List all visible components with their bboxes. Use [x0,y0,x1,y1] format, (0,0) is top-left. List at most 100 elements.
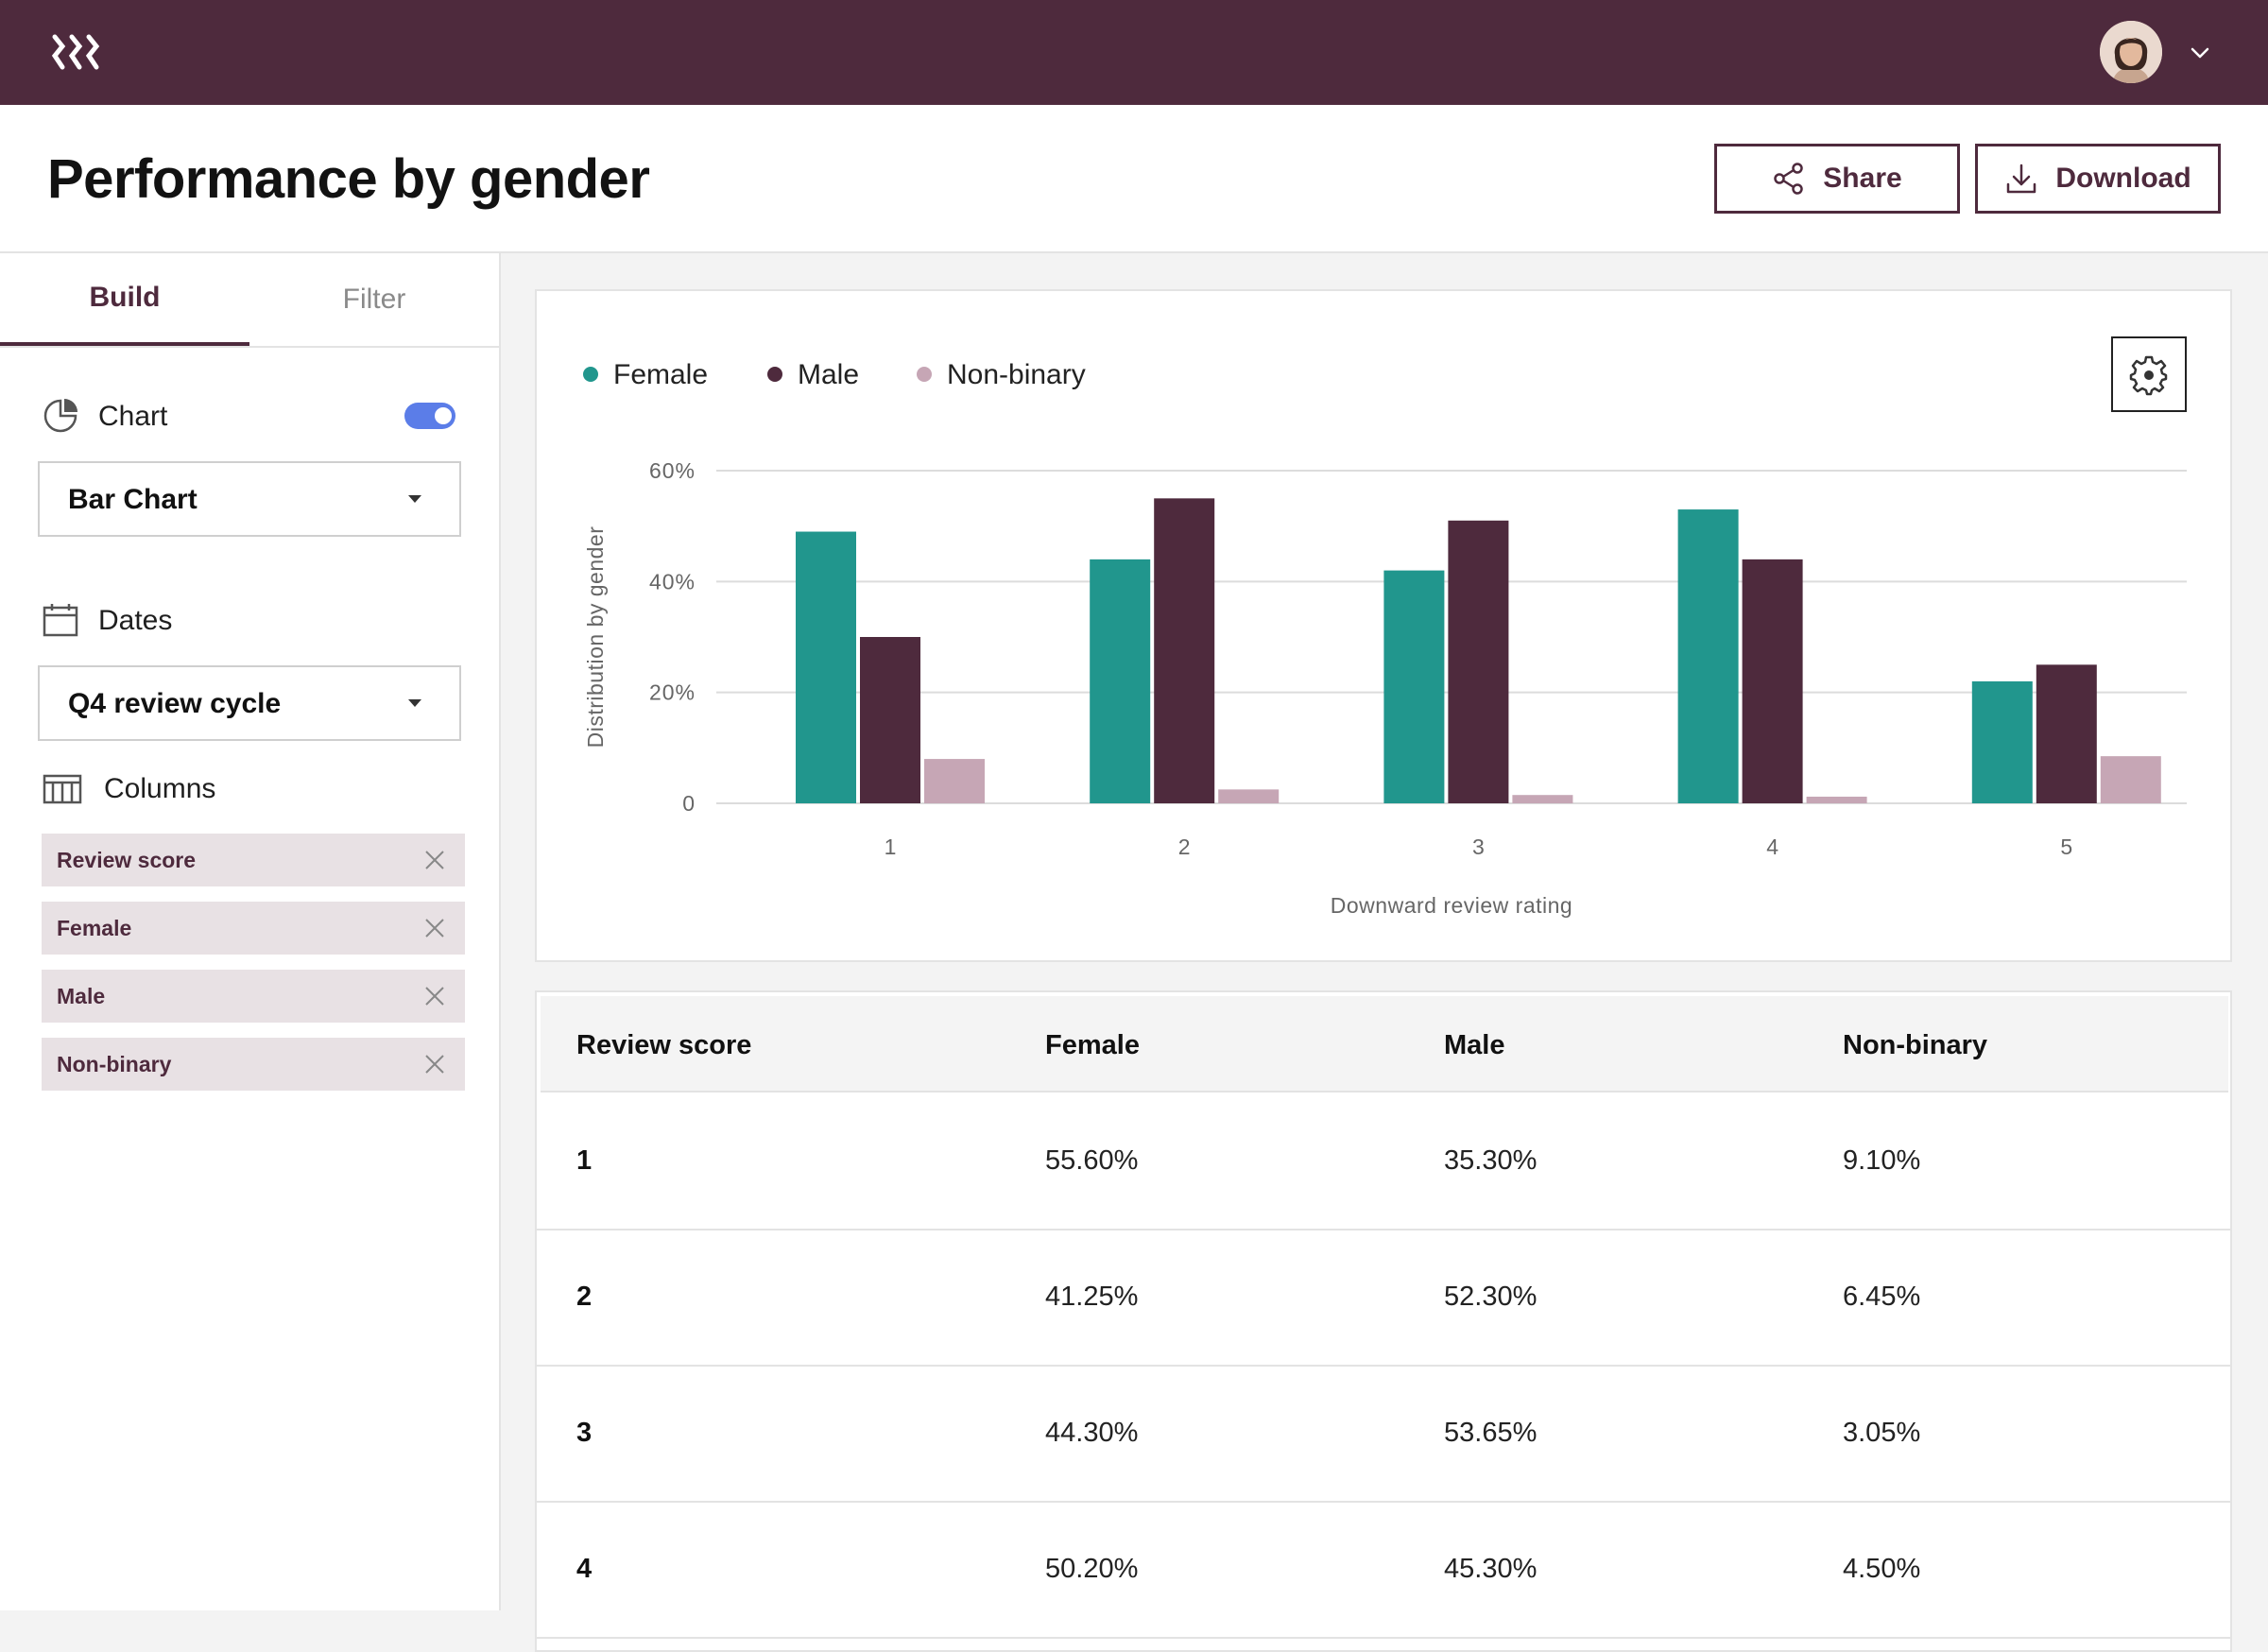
table-cell: 9.10% [1843,1145,1921,1176]
tab-divider [0,346,499,348]
columns-icon [43,774,82,804]
tab-build[interactable]: Build [0,253,249,346]
chip-label: Non-binary [57,1052,172,1076]
dates-value: Q4 review cycle [68,688,282,719]
chip-label: Female [57,916,132,940]
chart-settings-button[interactable] [2111,336,2187,412]
table-cell: 53.65% [1444,1418,1538,1448]
download-icon [2007,163,2036,194]
chip-label: Review score [57,848,197,872]
chart-section-label: Chart [98,401,168,432]
share-button-label: Share [1823,163,1902,194]
bar-male-4[interactable] [1742,559,1803,803]
bar-non-binary-3[interactable] [1512,795,1573,803]
close-icon[interactable] [423,849,446,871]
y-tick-label: 40% [649,569,696,594]
bar-non-binary-4[interactable] [1806,796,1867,803]
column-header-review-score[interactable]: Review score [576,1030,752,1060]
share-button[interactable]: Share [1714,144,1960,214]
table-row: 2 41.25% 52.30% 6.45% [537,1229,2230,1367]
table-cell: 35.30% [1444,1145,1538,1176]
data-table: Review score Female Male Non-binary 1 55… [535,990,2232,1652]
column-header-male[interactable]: Male [1444,1030,1505,1060]
chart-toggle[interactable] [404,403,455,429]
table-cell: 45.30% [1444,1554,1538,1584]
y-tick-label: 60% [649,458,696,483]
gear-icon [2129,355,2168,396]
page-header: Performance by gender Share Download [0,105,2268,253]
page-title: Performance by gender [47,148,650,210]
top-bar [0,0,2268,105]
chevron-down-icon[interactable] [2189,42,2211,64]
share-icon [1774,163,1804,195]
bar-male-2[interactable] [1154,498,1215,803]
legend-label-male[interactable]: Male [798,359,859,390]
chip-label: Male [57,984,106,1008]
pie-chart-icon [43,399,77,433]
table-cell: 2 [576,1282,593,1312]
column-header-non-binary[interactable]: Non-binary [1843,1030,1988,1060]
close-icon[interactable] [423,985,446,1007]
bar-female-5[interactable] [1971,680,2033,803]
chart-card: 0 20% 40% 60% Distribution by gender 1 2 3 4 5 Dow… [535,289,2232,962]
table-cell: 44.30% [1045,1418,1139,1448]
bar-female-2[interactable] [1090,559,1151,803]
table-cell: 52.30% [1444,1282,1538,1312]
bar-female-4[interactable] [1677,509,1739,803]
caret-down-icon [408,699,421,707]
x-axis-label: Downward review rating [1331,893,1572,918]
bar-non-binary-2[interactable] [1218,789,1280,803]
table-cell: 55.60% [1045,1145,1139,1176]
user-avatar[interactable] [2100,21,2162,83]
table-cell: 1 [576,1145,593,1176]
table-row: 1 55.60% 35.30% 9.10% [537,1093,2230,1230]
close-icon[interactable] [423,1053,446,1076]
table-cell: 3 [576,1418,593,1448]
bar-female-1[interactable] [796,531,856,803]
table-cell: 41.25% [1045,1282,1139,1312]
column-chip-non-binary: Non-binary [42,1038,465,1091]
columns-section-label: Columns [104,773,216,804]
table-header-row: Review score Female Male Non-binary [541,996,2228,1093]
bar-female-3[interactable] [1383,570,1445,803]
legend-label-female[interactable]: Female [613,359,708,390]
tab-filter[interactable]: Filter [342,284,406,315]
bar-non-binary-1[interactable] [924,759,985,803]
y-axis-label: Distribution by gender [583,526,608,749]
avatar-portrait-icon [2100,21,2162,83]
table-cell: 50.20% [1045,1554,1139,1584]
table-row: 3 44.30% 53.65% 3.05% [537,1365,2230,1503]
x-tick-label: 5 [2060,835,2072,859]
x-tick-label: 1 [885,835,897,859]
legend-label-non-binary[interactable]: Non-binary [947,359,1086,390]
y-tick-label: 20% [649,680,696,705]
close-icon[interactable] [423,917,446,939]
table-cell: 4.50% [1843,1554,1921,1584]
table-cell: 6.45% [1843,1282,1921,1312]
legend-swatch-non-binary [917,367,932,382]
dates-section-label: Dates [98,605,173,636]
bar-male-1[interactable] [860,637,920,803]
column-header-female[interactable]: Female [1045,1030,1140,1060]
table-cell: 3.05% [1843,1418,1921,1448]
y-tick-label: 0 [682,791,696,816]
bar-male-3[interactable] [1448,520,1509,803]
x-tick-label: 3 [1472,835,1485,859]
legend-swatch-male [767,367,782,382]
legend-swatch-female [583,367,598,382]
x-tick-label: 2 [1178,835,1191,859]
brand-logo-icon[interactable] [49,33,102,71]
x-tick-label: 4 [1766,835,1778,859]
table-cell: 4 [576,1554,593,1584]
download-button[interactable]: Download [1975,144,2221,214]
download-button-label: Download [2055,163,2191,194]
column-chip-female: Female [42,902,465,955]
caret-down-icon [408,495,421,503]
bar-male-5[interactable] [2036,664,2097,803]
dates-select[interactable]: Q4 review cycle [38,665,461,741]
bar-non-binary-5[interactable] [2100,756,2161,803]
toggle-knob [435,407,452,424]
chart-type-select[interactable]: Bar Chart [38,461,461,537]
chart-type-value: Bar Chart [68,484,198,515]
table-row: 4 50.20% 45.30% 4.50% [537,1501,2230,1639]
